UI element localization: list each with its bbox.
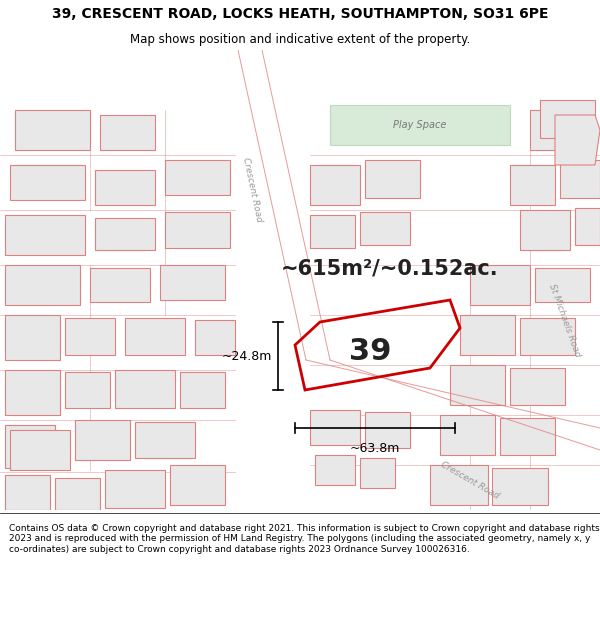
Polygon shape	[238, 50, 330, 360]
Polygon shape	[65, 372, 110, 408]
Polygon shape	[555, 115, 600, 165]
Polygon shape	[5, 215, 85, 255]
Polygon shape	[5, 315, 60, 360]
Polygon shape	[530, 110, 590, 150]
Polygon shape	[115, 370, 175, 408]
Polygon shape	[160, 265, 225, 300]
Polygon shape	[460, 315, 515, 355]
Polygon shape	[306, 360, 600, 450]
Polygon shape	[440, 415, 495, 455]
Polygon shape	[100, 115, 155, 150]
Polygon shape	[55, 478, 100, 510]
Polygon shape	[360, 212, 410, 245]
Text: Crescent Road: Crescent Road	[241, 157, 263, 223]
Polygon shape	[95, 218, 155, 250]
Polygon shape	[330, 105, 510, 145]
Text: ~615m²/~0.152ac.: ~615m²/~0.152ac.	[281, 258, 499, 278]
Polygon shape	[5, 265, 80, 305]
Polygon shape	[95, 170, 155, 205]
Polygon shape	[315, 455, 355, 485]
Polygon shape	[540, 250, 600, 370]
Polygon shape	[450, 365, 505, 405]
Polygon shape	[310, 165, 360, 205]
Text: 39, CRESCENT ROAD, LOCKS HEATH, SOUTHAMPTON, SO31 6PE: 39, CRESCENT ROAD, LOCKS HEATH, SOUTHAMP…	[52, 7, 548, 21]
Polygon shape	[510, 165, 555, 205]
Polygon shape	[170, 465, 225, 505]
Polygon shape	[520, 318, 575, 355]
Polygon shape	[105, 470, 165, 508]
Text: St Michaels Road: St Michaels Road	[548, 282, 583, 358]
Polygon shape	[165, 160, 230, 195]
Text: Contains OS data © Crown copyright and database right 2021. This information is : Contains OS data © Crown copyright and d…	[9, 524, 599, 554]
Polygon shape	[470, 265, 530, 305]
Polygon shape	[535, 268, 590, 302]
Polygon shape	[5, 475, 50, 510]
Polygon shape	[310, 410, 360, 445]
Polygon shape	[520, 210, 570, 250]
Text: 39: 39	[349, 338, 391, 366]
Polygon shape	[310, 215, 355, 248]
Polygon shape	[5, 370, 60, 415]
Text: Map shows position and indicative extent of the property.: Map shows position and indicative extent…	[130, 32, 470, 46]
Polygon shape	[575, 208, 600, 245]
Text: ~24.8m: ~24.8m	[221, 349, 272, 362]
Polygon shape	[10, 430, 70, 470]
Polygon shape	[560, 160, 600, 198]
Polygon shape	[75, 420, 130, 460]
Polygon shape	[5, 425, 55, 468]
Polygon shape	[365, 412, 410, 448]
Polygon shape	[125, 318, 185, 355]
Polygon shape	[510, 368, 565, 405]
Polygon shape	[90, 268, 150, 302]
Polygon shape	[195, 320, 235, 355]
Polygon shape	[360, 458, 395, 488]
Polygon shape	[15, 110, 90, 150]
Polygon shape	[10, 165, 85, 200]
Polygon shape	[365, 160, 420, 198]
Text: Crescent Road: Crescent Road	[439, 459, 501, 501]
Polygon shape	[165, 212, 230, 248]
Polygon shape	[430, 465, 488, 505]
Polygon shape	[135, 422, 195, 458]
Polygon shape	[65, 318, 115, 355]
Text: ~63.8m: ~63.8m	[350, 442, 400, 455]
Polygon shape	[180, 372, 225, 408]
Polygon shape	[500, 418, 555, 455]
Polygon shape	[540, 100, 595, 138]
Polygon shape	[492, 468, 548, 505]
Text: Play Space: Play Space	[394, 120, 446, 130]
